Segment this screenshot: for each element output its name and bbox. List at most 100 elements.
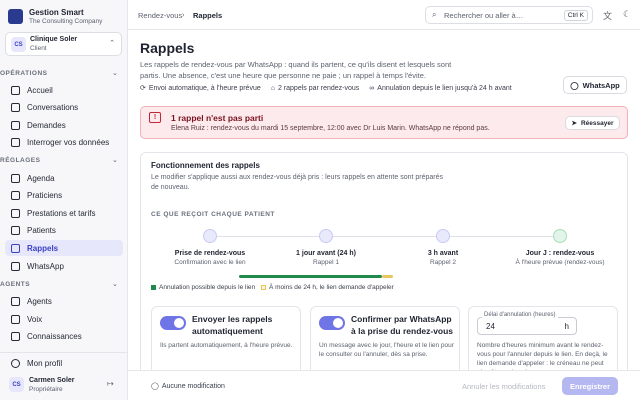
footer: ◯ Aucune modification Annuler les modific… xyxy=(128,370,640,400)
option-text: Un message avec le jour, l'heure et le l… xyxy=(319,342,454,358)
swatch xyxy=(151,285,156,290)
search-icon: ⌕ xyxy=(432,10,437,19)
language-button[interactable]: 文 xyxy=(603,11,613,21)
logo xyxy=(8,9,23,24)
nav-item[interactable]: Prestations et tarifs xyxy=(5,205,123,221)
user-role: Propriétaire xyxy=(29,386,63,393)
timeline-line xyxy=(210,236,560,237)
profile-label: Mon profil xyxy=(27,358,63,368)
icon: ∞ xyxy=(369,84,375,92)
breadcrumb-parent[interactable]: Rendez-vous xyxy=(138,11,183,20)
nav-item[interactable]: Agents xyxy=(5,293,123,309)
step-label: Jour J : rendez-vous xyxy=(525,250,595,257)
save-button[interactable]: Enregistrer xyxy=(562,377,618,395)
retry-label: Réessayer xyxy=(580,119,614,127)
alert-message: Elena Ruiz : rendez-vous du mardi 15 sep… xyxy=(171,125,490,132)
icon xyxy=(11,261,20,271)
step-sub: À l'heure prévue (rendez-vous) xyxy=(515,259,605,266)
chevron: ⌃ xyxy=(109,40,115,47)
nav-item[interactable]: Agenda xyxy=(5,170,123,186)
nav-label: Connaissances xyxy=(27,331,82,341)
icon: ◯ xyxy=(151,383,159,390)
theme-button[interactable]: ☾ xyxy=(623,9,632,19)
toggle[interactable] xyxy=(160,316,186,330)
alert-icon: ! xyxy=(149,112,161,123)
icon xyxy=(11,296,20,306)
nav-label: Accueil xyxy=(27,85,53,95)
brand-tagline: The Consulting Company xyxy=(29,18,103,25)
search[interactable]: ⌕ Rechercher ou aller à… Ctrl K xyxy=(425,6,593,24)
nav-item[interactable]: Rappels xyxy=(5,240,123,256)
toggle[interactable] xyxy=(319,316,345,330)
topbar: Rendez-vous › Rappels ⌕ Rechercher ou al… xyxy=(128,0,640,30)
swatch xyxy=(261,285,266,290)
status-label: Aucune modification xyxy=(161,382,225,390)
chip-label: Annulation depuis le lien jusqu'à 24 h a… xyxy=(377,84,512,92)
nav-item[interactable]: Voix xyxy=(5,311,123,327)
nav-item[interactable]: Connaissances xyxy=(5,328,123,344)
icon xyxy=(11,243,20,253)
page-description: Les rappels de rendez-vous par WhatsApp … xyxy=(140,60,452,80)
nav-label: Interroger vos données xyxy=(27,137,110,147)
user-name: Carmen Soler xyxy=(29,377,75,384)
nav-item[interactable]: Patients xyxy=(5,222,123,238)
nav-item[interactable]: Praticiens xyxy=(5,187,123,203)
info-chip: ∞ Annulation depuis le lien jusqu'à 24 h … xyxy=(369,84,511,92)
alert: ! 1 rappel n'est pas parti Elena Ruiz : … xyxy=(140,106,628,139)
option-title: Envoyer les rappels automatiquement xyxy=(192,314,273,336)
chip-label: Envoi automatique, à l'heure prévue xyxy=(148,84,261,92)
step-icon xyxy=(319,229,333,243)
nav-item[interactable]: WhatsApp xyxy=(5,258,123,274)
section-title: OPÉRATIONS xyxy=(0,70,48,77)
nav-item[interactable]: Conversations xyxy=(5,99,123,115)
section-label: CE QUE REÇOIT CHAQUE PATIENT xyxy=(151,211,275,218)
delay-label: Délai d'annulation (heures) xyxy=(482,312,558,318)
nav-label: Conversations xyxy=(27,102,79,112)
retry-button[interactable]: ➤ Réessayer xyxy=(565,116,620,130)
profile-link[interactable]: Mon profil xyxy=(5,355,123,371)
account-role: Client xyxy=(30,45,47,52)
breadcrumb-current: Rappels xyxy=(193,11,223,20)
icon xyxy=(11,190,20,200)
alert-title: 1 rappel n'est pas parti xyxy=(171,113,264,123)
status: ◯ Aucune modification xyxy=(151,382,225,391)
icon: ◯ xyxy=(570,80,579,90)
section-chevron: ⌄ xyxy=(112,70,118,77)
icon xyxy=(11,331,20,341)
step-icon xyxy=(553,229,567,243)
option-title: Confirmer par WhatsApp à la prise du ren… xyxy=(351,314,454,336)
chips: ⟳ Envoi automatique, à l'heure prévue ⌂ 2 r… xyxy=(140,84,512,93)
user-initials: CS xyxy=(9,377,24,392)
nav-item[interactable]: Accueil xyxy=(5,82,123,98)
icon xyxy=(11,102,20,112)
step-sub: Confirmation avec le lien xyxy=(174,259,246,266)
card-description: Le modifier s'applique aussi aux rendez-… xyxy=(151,174,444,191)
settings-card: Fonctionnement des rappels Le modifier s… xyxy=(140,152,628,392)
section-chevron: ⌄ xyxy=(112,281,118,288)
delay-input[interactable]: 24 h xyxy=(477,317,577,335)
card-title: Fonctionnement des rappels xyxy=(151,161,260,170)
chip-label: 2 rappels par rendez-vous xyxy=(277,84,360,92)
icon xyxy=(11,314,20,324)
nav-item[interactable]: Demandes xyxy=(5,117,123,133)
account-name: Clinique Soler xyxy=(30,36,78,43)
nav-label: Agenda xyxy=(27,173,55,183)
nav-label: Rappels xyxy=(27,243,59,253)
breadcrumb-sep: › xyxy=(182,10,185,19)
brand-name: Gestion Smart xyxy=(29,8,84,17)
nav-item[interactable]: Interroger vos données xyxy=(5,134,123,150)
icon xyxy=(11,358,20,368)
nav-label: Patients xyxy=(27,225,56,235)
icon xyxy=(11,120,20,130)
page-title: Rappels xyxy=(140,40,195,56)
legend-green: Annulation possible depuis le lien xyxy=(151,284,255,291)
whatsapp-button[interactable]: ◯ WhatsApp xyxy=(563,76,627,94)
logout[interactable]: ↦ xyxy=(107,379,114,388)
cancel-button[interactable]: Annuler les modifications xyxy=(462,382,546,391)
step-label: 3 h avant xyxy=(427,250,459,257)
account-switcher[interactable]: CS Clinique Soler Client ⌃ xyxy=(5,32,122,56)
delay-value: 24 xyxy=(486,322,495,331)
divider xyxy=(0,352,128,353)
nav-label: Agents xyxy=(27,296,52,306)
